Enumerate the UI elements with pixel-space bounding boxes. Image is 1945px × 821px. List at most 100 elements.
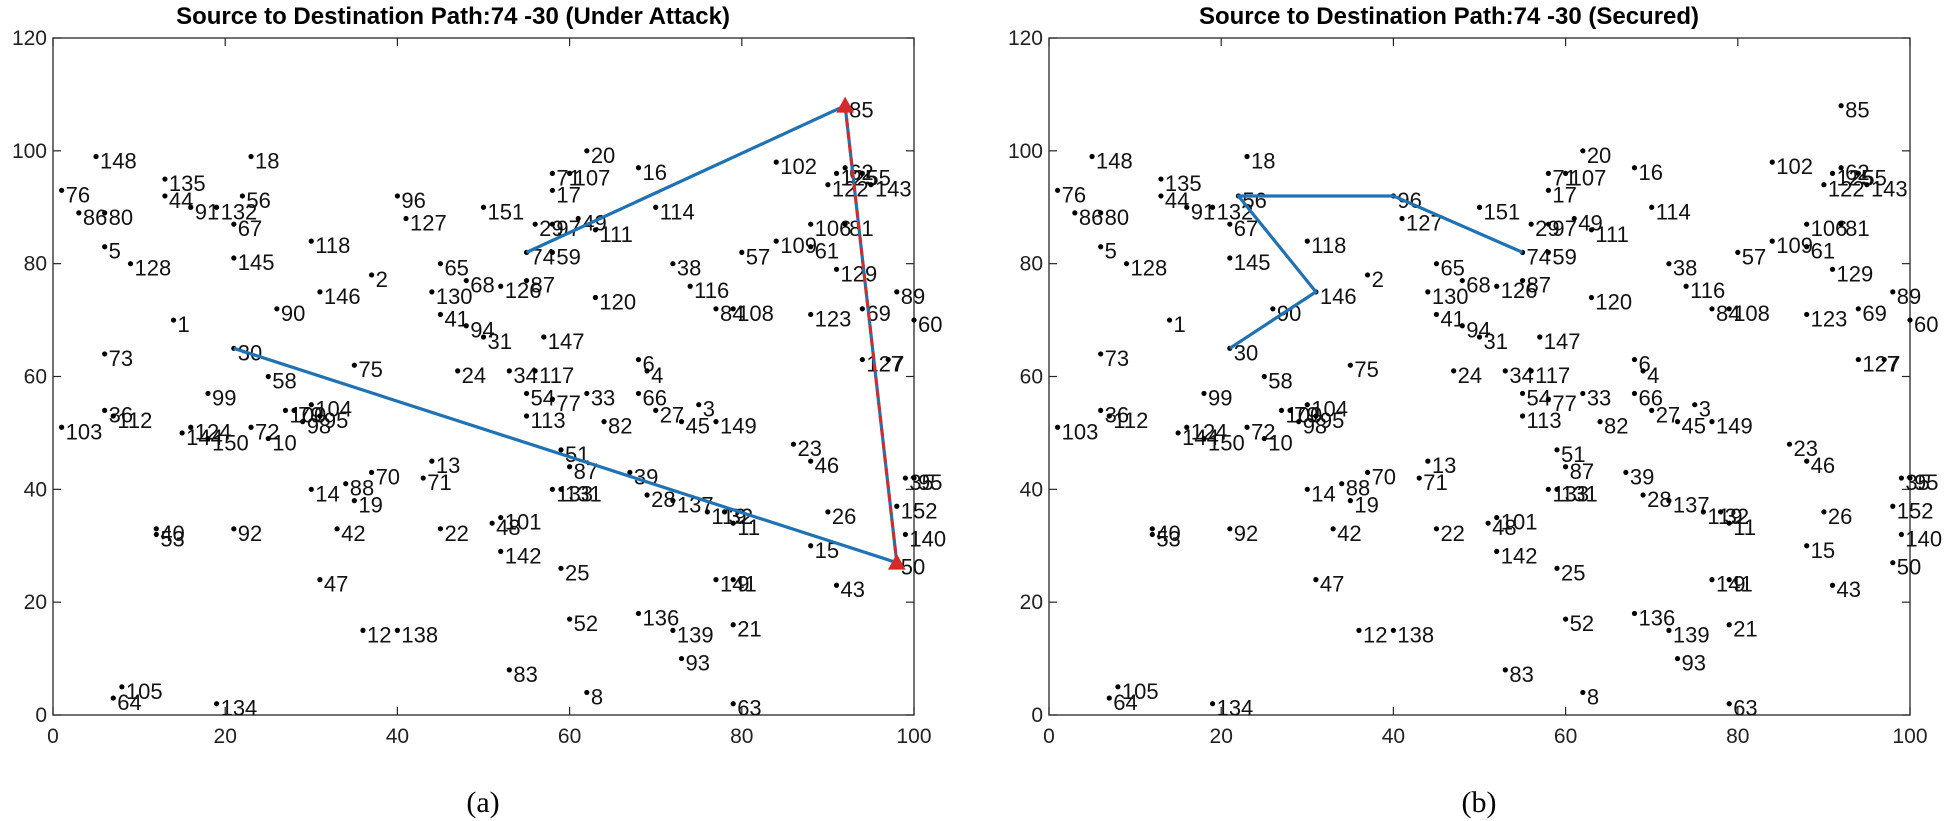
node-point — [308, 486, 314, 492]
node-label: 149 — [720, 414, 757, 439]
node-label: 53 — [160, 526, 184, 551]
node-point — [1649, 407, 1655, 413]
x-tick-label: 20 — [214, 725, 237, 748]
node-point — [394, 193, 400, 199]
node-label: 82 — [608, 414, 632, 439]
node-point — [213, 701, 220, 707]
node-point — [213, 204, 220, 210]
node-point — [119, 684, 125, 690]
node-label: 132 — [1217, 199, 1254, 224]
node-point — [188, 424, 194, 430]
node-point — [437, 261, 444, 267]
node-point — [420, 475, 426, 481]
node-point — [1821, 182, 1827, 188]
node-point — [1649, 204, 1655, 210]
node-point — [1588, 227, 1595, 233]
node-label: 138 — [401, 622, 438, 647]
paths-b — [1228, 194, 1524, 350]
node-label: 152 — [901, 498, 938, 523]
node-point — [713, 306, 719, 312]
y-tick-label: 80 — [24, 253, 47, 276]
node-label: 85 — [849, 98, 873, 123]
plot-area-a — [52, 37, 915, 716]
node-point — [868, 182, 874, 188]
node-point — [300, 419, 306, 425]
node-label: 67 — [238, 216, 262, 241]
node-point — [308, 402, 314, 408]
y-tick-label: 60 — [1020, 366, 1043, 389]
node-label: 10 — [272, 431, 296, 456]
node-label: 46 — [1811, 453, 1835, 478]
node-label: 43 — [1837, 577, 1861, 602]
node-point — [1158, 176, 1164, 182]
node-point — [730, 577, 736, 583]
node-point — [790, 441, 797, 447]
node-point — [1304, 486, 1310, 492]
node-label: 142 — [505, 543, 542, 568]
node-point — [584, 390, 590, 397]
node-point — [1502, 667, 1508, 673]
node-point — [859, 306, 865, 312]
y-tick-label: 0 — [1031, 704, 1043, 727]
node-label: 7 — [1888, 352, 1900, 377]
node-point — [730, 306, 736, 312]
node-label: 58 — [1268, 369, 1292, 394]
node-label: 9 — [1733, 572, 1745, 597]
node-label: 92 — [238, 521, 262, 546]
node-point — [179, 430, 185, 436]
node-point — [601, 419, 607, 425]
node-point — [1545, 249, 1551, 255]
node-label: 21 — [737, 617, 761, 642]
node-label: 93 — [686, 651, 710, 676]
node-label: 148 — [1096, 148, 1133, 173]
node-point — [1864, 182, 1870, 188]
node-point — [162, 176, 168, 182]
node-label: 13 — [1432, 453, 1456, 478]
node-point — [1838, 103, 1844, 109]
node-label: 65 — [1440, 256, 1464, 281]
node-label: 26 — [1828, 504, 1852, 529]
y-tick-label: 60 — [24, 366, 47, 389]
node-label: 127 — [1862, 352, 1899, 377]
node-label: 102 — [780, 154, 817, 179]
node-point — [1735, 249, 1741, 255]
node-label: 146 — [1320, 284, 1357, 309]
node-point — [317, 577, 323, 583]
node-point — [1829, 170, 1836, 176]
node-label: 9 — [737, 572, 749, 597]
node-label: 76 — [1062, 182, 1086, 207]
node-point — [102, 244, 108, 250]
node-point — [1476, 204, 1483, 210]
node-label: 147 — [1544, 329, 1581, 354]
y-tick-label: 100 — [12, 140, 47, 163]
node-point — [1804, 221, 1810, 227]
node-point — [1631, 390, 1638, 397]
node-point — [1519, 277, 1526, 284]
node-point — [1433, 526, 1440, 532]
node-label: 67 — [1234, 216, 1258, 241]
node-label: 112 — [117, 408, 152, 433]
node-point — [1804, 244, 1810, 250]
node-point — [1855, 306, 1861, 312]
node-point — [713, 419, 719, 425]
node-point — [833, 170, 840, 176]
node-label: 68 — [1466, 273, 1490, 298]
y-tick-label: 20 — [1020, 591, 1043, 614]
node-point — [1261, 435, 1267, 442]
node-point — [1313, 577, 1319, 583]
panel-label-b: (b) — [1462, 786, 1497, 819]
node-label: 101 — [505, 510, 542, 535]
node-point — [1106, 695, 1112, 701]
node-label: 108 — [1733, 301, 1770, 326]
node-point — [231, 221, 237, 227]
node-label: 114 — [1656, 199, 1691, 224]
node-point — [463, 323, 469, 329]
node-label: 24 — [462, 363, 486, 388]
node-label: 56 — [1242, 188, 1266, 213]
node-label: 40 — [160, 521, 184, 546]
node-point — [532, 221, 538, 227]
node-point — [1055, 424, 1061, 430]
node-label: 12 — [1363, 622, 1387, 647]
